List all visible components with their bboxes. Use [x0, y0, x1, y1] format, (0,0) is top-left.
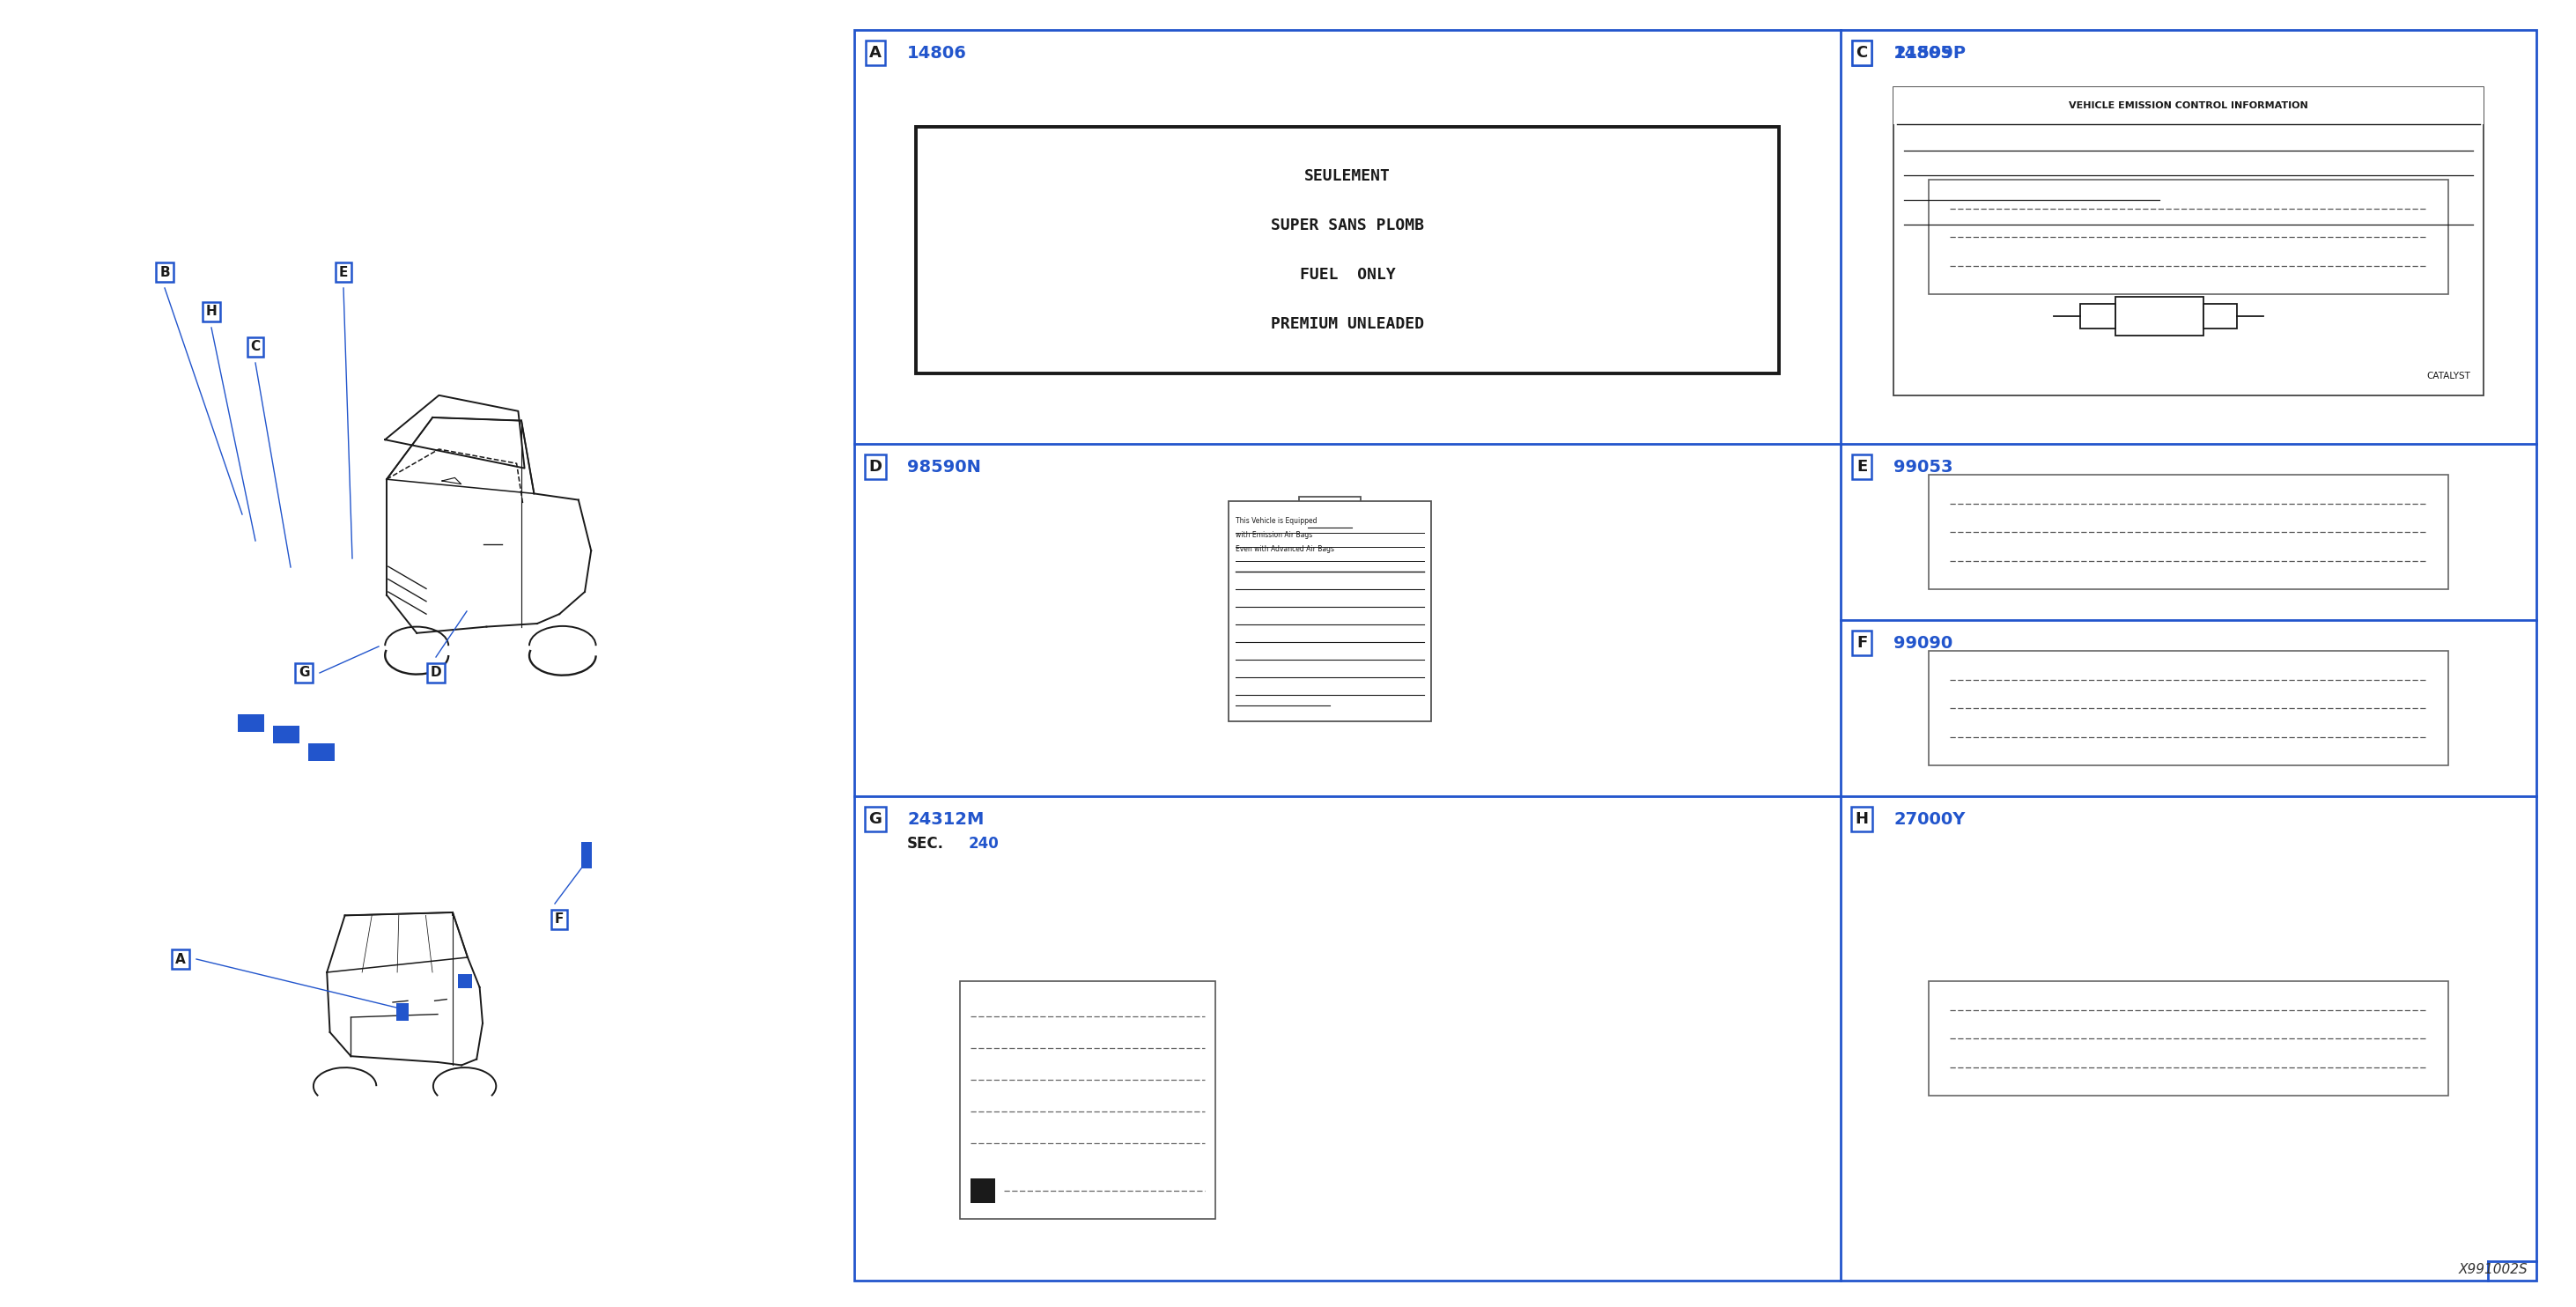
Bar [397, 1004, 410, 1021]
Text: F: F [1857, 635, 1868, 651]
Bar [1929, 179, 2447, 294]
Bar [855, 30, 2537, 1281]
Text: Even with Advanced Air Bags: Even with Advanced Air Bags [1236, 545, 1334, 553]
Bar [971, 1179, 994, 1202]
Text: A: A [868, 44, 881, 60]
Text: E: E [1857, 459, 1868, 474]
Bar [1893, 88, 2483, 124]
Bar [1929, 651, 2447, 766]
Bar [1298, 497, 1360, 558]
Text: F: F [554, 912, 564, 927]
Bar [459, 974, 471, 988]
Text: SEC.: SEC. [907, 835, 943, 852]
Text: PREMIUM UNLEADED: PREMIUM UNLEADED [1270, 316, 1425, 332]
Bar [309, 744, 335, 761]
Bar [237, 714, 265, 732]
Text: SEULEMENT: SEULEMENT [1303, 169, 1391, 184]
Bar [2079, 303, 2115, 328]
Text: B: B [160, 265, 170, 278]
Text: 14805: 14805 [1893, 44, 1953, 61]
Text: 14806: 14806 [907, 44, 966, 61]
Text: 98590N: 98590N [907, 459, 981, 476]
Text: 99053: 99053 [1893, 459, 1953, 476]
Text: C: C [1855, 44, 1868, 60]
Text: VEHICLE EMISSION CONTROL INFORMATION: VEHICLE EMISSION CONTROL INFORMATION [2069, 101, 2308, 110]
Text: CATALYST: CATALYST [2427, 371, 2470, 380]
Bar [961, 982, 1216, 1219]
Bar [273, 725, 299, 744]
Text: 240: 240 [969, 835, 999, 852]
Bar [1929, 474, 2447, 589]
Text: B: B [1855, 44, 1868, 60]
Text: H: H [1855, 812, 1868, 827]
Text: D: D [868, 459, 881, 474]
Text: 27000Y: 27000Y [1893, 810, 1965, 827]
Text: 99090: 99090 [1893, 635, 1953, 651]
Text: H: H [206, 305, 216, 319]
Text: FUEL  ONLY: FUEL ONLY [1298, 267, 1396, 282]
Bar [1893, 88, 2483, 396]
Text: A: A [175, 953, 185, 966]
Text: G: G [868, 812, 881, 827]
Bar [582, 842, 592, 868]
Text: 24312M: 24312M [907, 810, 984, 827]
Text: This Vehicle is Equipped: This Vehicle is Equipped [1236, 516, 1316, 524]
Text: E: E [340, 265, 348, 278]
Bar [917, 127, 1780, 374]
Bar [1929, 982, 2447, 1095]
Text: SUPER SANS PLOMB: SUPER SANS PLOMB [1270, 217, 1425, 234]
Text: 21599P: 21599P [1893, 44, 1965, 61]
Bar [2202, 303, 2236, 328]
Bar [2115, 297, 2202, 336]
Text: with Emission Air Bags: with Emission Air Bags [1236, 531, 1311, 538]
Text: G: G [299, 667, 309, 680]
Text: D: D [430, 667, 440, 680]
Text: C: C [250, 340, 260, 354]
Bar [1229, 501, 1432, 721]
Text: X991002S: X991002S [2458, 1263, 2527, 1276]
